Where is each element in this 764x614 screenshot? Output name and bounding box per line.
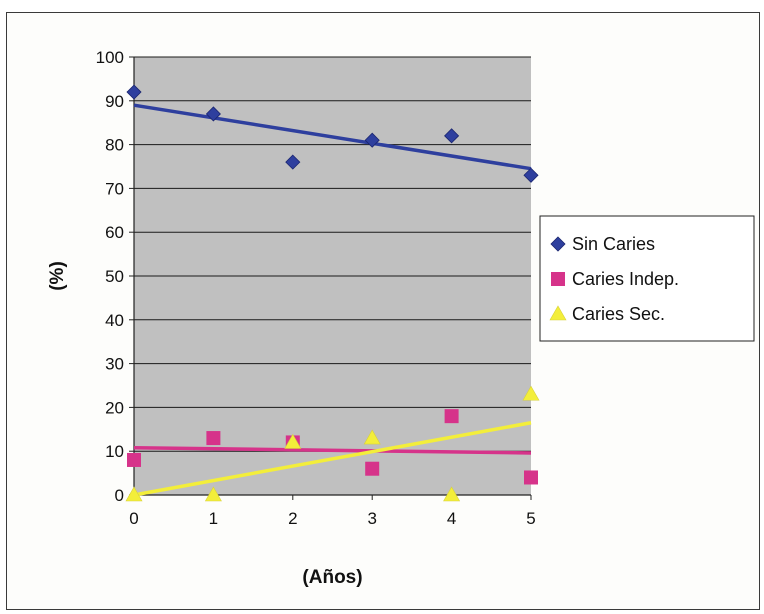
x-tick-label: 3 xyxy=(367,509,376,528)
legend-item-sin-caries: Sin Caries xyxy=(550,234,655,254)
point-sin-caries xyxy=(285,154,301,170)
y-tick-label: 80 xyxy=(105,136,124,155)
y-tick-label: 90 xyxy=(105,92,124,111)
legend-label: Caries Indep. xyxy=(572,269,679,289)
point-sin-caries xyxy=(364,132,380,148)
trendlines xyxy=(133,103,532,497)
point-sin-caries xyxy=(523,167,539,183)
trendline-caries-indep xyxy=(133,445,532,455)
x-tick-labels: 0 1 2 3 4 5 xyxy=(129,509,535,528)
x-tick-label: 5 xyxy=(526,509,535,528)
legend-marker-sin-caries xyxy=(550,236,566,252)
legend-item-caries-indep: Caries Indep. xyxy=(551,269,679,289)
legend-label: Caries Sec. xyxy=(572,304,665,324)
point-caries-indep xyxy=(127,452,141,467)
point-caries-indep xyxy=(365,461,380,476)
point-caries-sec xyxy=(363,429,381,445)
y-tick-label: 40 xyxy=(105,311,124,330)
legend-marker-caries-sec xyxy=(549,305,567,321)
legend-label: Sin Caries xyxy=(572,234,655,254)
point-sin-caries xyxy=(126,84,142,100)
y-tick-label: 20 xyxy=(105,398,124,417)
legend-marker-caries-indep xyxy=(551,272,565,286)
legend-item-caries-sec: Caries Sec. xyxy=(549,304,665,324)
y-tick-label: 50 xyxy=(105,267,124,286)
point-caries-indep xyxy=(444,409,459,424)
point-caries-sec xyxy=(443,486,461,502)
x-tick-label: 2 xyxy=(288,509,297,528)
legend: Sin Caries Caries Indep. Caries Sec. xyxy=(539,215,755,342)
y-tick-label: 70 xyxy=(105,179,124,198)
y-tick-label: 0 xyxy=(115,486,124,505)
point-caries-indep xyxy=(524,470,538,485)
axes xyxy=(129,56,532,500)
point-caries-sec xyxy=(522,385,540,401)
point-caries-sec xyxy=(204,486,222,502)
y-tick-label: 30 xyxy=(105,355,124,374)
x-tick-label: 1 xyxy=(209,509,218,528)
point-caries-sec xyxy=(284,433,302,449)
y-tick-label: 100 xyxy=(96,48,124,67)
trendline-sin-caries xyxy=(133,103,532,171)
y-axis-title: (%) xyxy=(47,261,68,291)
y-tick-labels: 0 10 20 30 40 50 60 70 80 90 100 xyxy=(96,48,124,505)
point-sin-caries xyxy=(205,106,221,122)
scatter-chart: 0 10 20 30 40 50 60 70 80 90 100 0 1 2 3 4 5 (%) (Años)… xyxy=(47,48,755,588)
point-caries-indep xyxy=(206,431,221,446)
y-tick-label: 60 xyxy=(105,223,124,242)
y-tick-label: 10 xyxy=(105,442,124,461)
chart-frame: 0 10 20 30 40 50 60 70 80 90 100 0 1 2 3 4 5 (%) (Años)… xyxy=(6,12,760,610)
gridlines xyxy=(134,56,531,452)
point-sin-caries xyxy=(444,128,460,144)
data-points xyxy=(125,84,540,502)
x-tick-label: 0 xyxy=(129,509,138,528)
trendline-caries-sec xyxy=(133,421,532,497)
legend-box xyxy=(539,215,755,342)
point-caries-sec xyxy=(125,486,143,502)
x-tick-label: 4 xyxy=(447,509,456,528)
x-axis-title: (Años) xyxy=(302,567,362,588)
